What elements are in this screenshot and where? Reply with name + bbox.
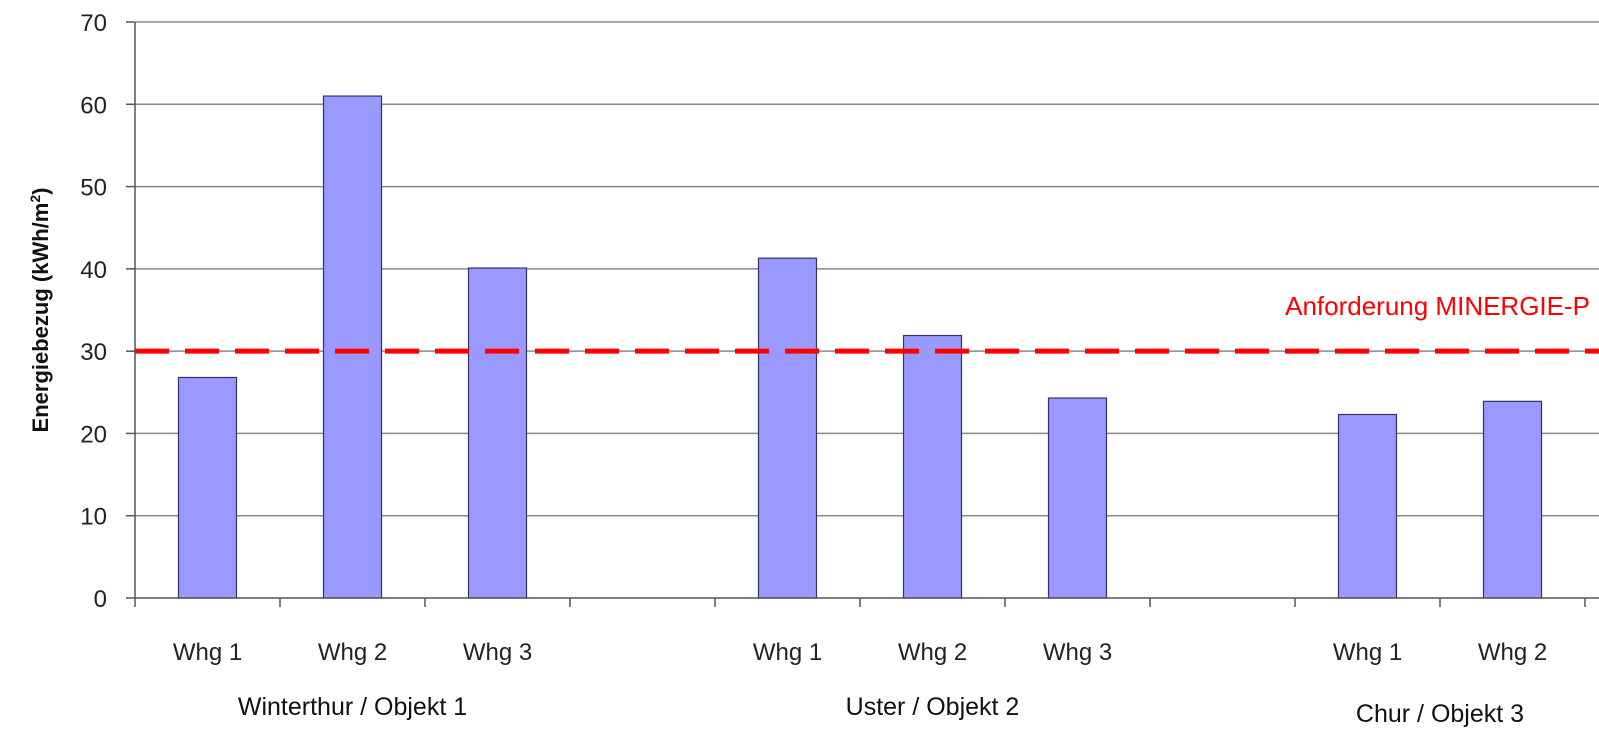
y-axis-ticks: 0 10 20 30 40 50 60 70 [80, 10, 135, 613]
y-tick-label: 10 [80, 504, 107, 531]
reference-line-group: Anforderung MINERGIE-P [135, 291, 1599, 354]
bar [322, 95, 383, 599]
y-tick-label: 20 [80, 421, 107, 448]
y-tick-label: 70 [80, 10, 107, 37]
group-label: Chur / Objekt 3 [1356, 700, 1524, 728]
y-tick-label: 30 [80, 339, 107, 366]
reference-line-label: Anforderung MINERGIE-P [1285, 291, 1590, 321]
bar [467, 267, 528, 599]
y-tick-label: 50 [80, 175, 107, 202]
x-category-label: Whg 2 [318, 639, 387, 666]
y-tick-label: 0 [94, 586, 107, 613]
x-category-label: Whg 1 [1333, 639, 1402, 666]
bar [1047, 397, 1108, 599]
x-category-label: Whg 3 [463, 639, 532, 666]
bar [757, 257, 818, 599]
x-category-label: Whg 3 [1043, 639, 1112, 666]
bar [177, 376, 238, 599]
y-tick-label: 60 [80, 92, 107, 119]
y-axis-label: Energiebezug (kWh/m2) [27, 188, 53, 433]
x-category-label: Whg 1 [173, 639, 242, 666]
x-axis-labels: Whg 1 Whg 2 Whg 3 Whg 1 Whg 2 Whg 3 Whg 1 Whg 2… [173, 639, 1547, 728]
group-label: Winterthur / Objekt 1 [238, 693, 467, 721]
x-category-label: Whg 2 [898, 639, 967, 666]
axes [134, 22, 1599, 607]
bar [1482, 400, 1543, 599]
group-label: Uster / Objekt 2 [846, 693, 1020, 721]
bar [902, 334, 963, 599]
x-category-label: Whg 2 [1478, 639, 1547, 666]
bars [177, 95, 1543, 599]
x-category-label: Whg 1 [753, 639, 822, 666]
y-tick-label: 40 [80, 257, 107, 284]
bar [1337, 413, 1398, 599]
